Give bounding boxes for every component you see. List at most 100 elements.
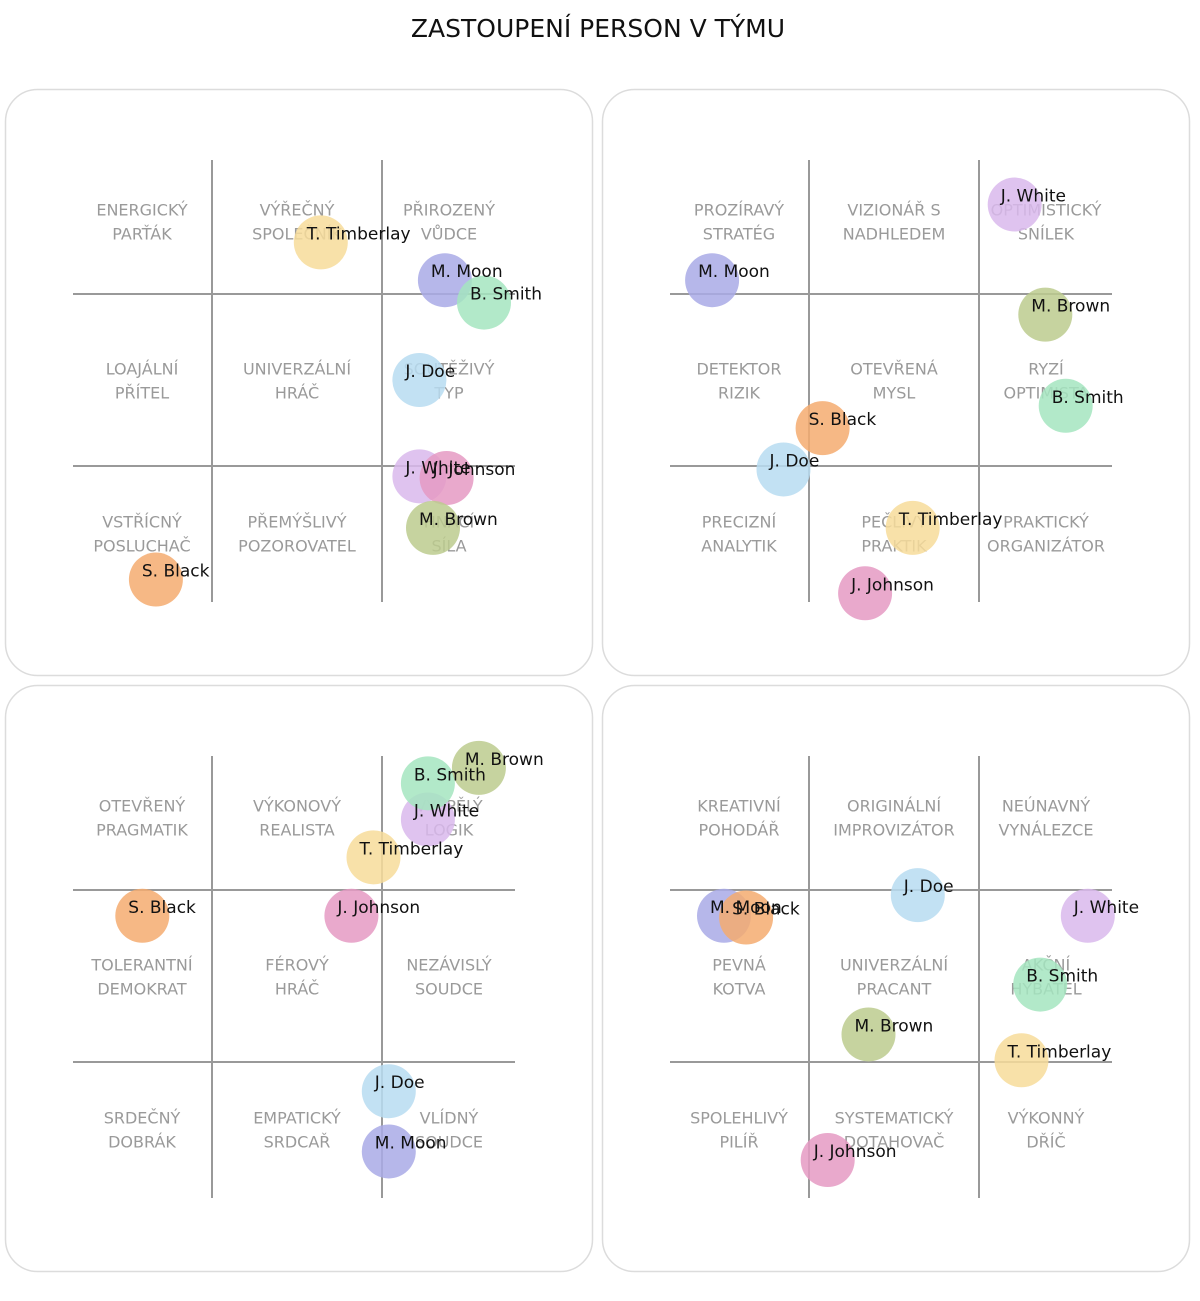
person-label: B. Smith (1026, 967, 1098, 987)
person-label: M. Brown (419, 510, 498, 530)
cell-label: PROZÍRAVÝ (694, 201, 784, 220)
cell-label: PŘIROZENÝ (403, 201, 495, 220)
person-dot (1038, 378, 1093, 433)
cell-label: PRAKTICKÝ (1003, 513, 1089, 532)
cell-label: PEVNÁ (712, 956, 766, 975)
person-dot (1060, 888, 1115, 943)
cell-label: SPOLEHLIVÝ (690, 1109, 788, 1128)
person-dot (987, 177, 1042, 232)
cell-label: HRÁČ (275, 980, 319, 999)
person-label: M. Brown (855, 1016, 934, 1036)
cell-label: ANALYTIK (701, 537, 777, 556)
title: ZASTOUPENÍ PERSON V TÝMU (411, 14, 785, 43)
person-label: M. Brown (1031, 297, 1110, 317)
person-label: T. Timberlay (359, 839, 464, 859)
person-dot (417, 253, 472, 308)
cell-label: PARŤÁK (112, 225, 172, 244)
cell-label: HRÁČ (275, 384, 319, 403)
cell-label: STRATÉG (703, 225, 775, 244)
panel: OTEVŘENÝPRAGMATIKVÝKONOVÝREALISTAVYSPĚLÝ… (4, 684, 594, 1273)
panel-frame (601, 88, 1191, 677)
cell-label: PRAGMATIK (96, 821, 188, 840)
cell-label: ORGANIZÁTOR (987, 537, 1105, 556)
person-dot (406, 500, 460, 555)
cell-label: DOTAHOVAČ (844, 1133, 945, 1152)
person-label: J. Doe (374, 1073, 425, 1093)
cell-label: POZOROVATEL (238, 537, 356, 556)
person-dot (400, 756, 455, 811)
cell-label: NEÚNAVNÝ (1002, 797, 1091, 816)
cell-label: OTEVŘENÁ (850, 360, 938, 379)
person-label: M. Moon (431, 262, 503, 282)
person-dot (890, 868, 945, 923)
cell-label: KREATIVNÍ (697, 797, 781, 816)
person-dot (756, 442, 811, 497)
person-label: B. Smith (470, 285, 542, 305)
cell-label: POHODÁŘ (699, 821, 780, 840)
person-dot (994, 1033, 1049, 1088)
cell-label: VÝŘEČNÝ (260, 201, 335, 220)
person-label: S. Black (142, 562, 210, 582)
person-dot (800, 1133, 855, 1188)
cell-label: TOLERANTNÍ (90, 956, 193, 975)
person-dot (346, 830, 401, 885)
person-label: S. Black (732, 900, 800, 920)
cell-label: DETEKTOR (696, 360, 781, 379)
person-dot (361, 1124, 416, 1179)
person-label: J. Johnson (850, 575, 934, 595)
cell-label: VLÍDNÝ (420, 1109, 479, 1128)
person-dot (361, 1064, 416, 1119)
person-label: J. Johnson (813, 1142, 897, 1162)
person-dot (1013, 957, 1068, 1012)
person-label: B. Smith (414, 765, 486, 785)
cell-label: SNÍLEK (1018, 225, 1075, 244)
panel-frame (4, 684, 594, 1273)
person-dot (1018, 287, 1073, 342)
person-label: M. Moon (698, 262, 770, 282)
person-dot (841, 1007, 896, 1062)
cell-label: VÝKONOVÝ (253, 797, 341, 816)
person-label: J. White (1000, 187, 1066, 207)
cell-label: REALISTA (259, 821, 334, 840)
cell-label: POSLUCHAČ (93, 537, 190, 556)
person-dot (293, 215, 348, 270)
cell-label: VSTŘÍCNÝ (102, 513, 182, 532)
person-dot (685, 253, 740, 308)
cell-label: VÝKONNÝ (1008, 1109, 1085, 1128)
cell-label: RIZIK (718, 384, 761, 403)
person-label: J. Johnson (432, 460, 516, 480)
person-dot (885, 500, 940, 555)
person-label: J. Johnson (336, 898, 420, 918)
cell-label: FÉROVÝ (265, 956, 329, 975)
cell-label: SRDCAŘ (264, 1133, 331, 1152)
cell-label: PRACANT (857, 980, 932, 999)
person-label: B. Smith (1052, 388, 1124, 408)
person-dot (838, 566, 893, 621)
cell-label: SRDEČNÝ (104, 1109, 181, 1128)
person-label: J. White (413, 801, 479, 821)
cell-label: SOUDCE (415, 980, 483, 999)
person-label: M. Brown (465, 750, 544, 770)
person-label: S. Black (809, 410, 877, 430)
cell-label: SYSTEMATICKÝ (835, 1109, 954, 1128)
panel-frame (4, 88, 594, 677)
cell-label: MYSL (873, 384, 916, 403)
person-dot (115, 888, 170, 943)
cell-label: LOAJÁLNÍ (106, 360, 179, 379)
person-label: J. White (404, 458, 470, 478)
cell-label: VYNÁLEZCE (999, 821, 1094, 840)
cell-label: IMPROVIZÁTOR (833, 821, 954, 840)
cell-label: VŮDCE (421, 225, 477, 244)
person-dot (419, 451, 474, 506)
cell-label: NADHLEDEM (843, 225, 946, 244)
cell-label: PILÍŘ (719, 1133, 758, 1152)
cell-label: KOTVA (713, 980, 766, 999)
cell-label: UNIVERZÁLNÍ (840, 956, 948, 975)
cell-label: EMPATICKÝ (253, 1109, 341, 1128)
person-label: M. Moon (375, 1133, 447, 1153)
panel: ENERGICKÝPARŤÁKVÝŘEČNÝSPOLEČNÍKPŘIROZENÝ… (4, 88, 594, 677)
cell-label: UNIVERZÁLNÍ (243, 360, 351, 379)
person-label: M. Moon (710, 898, 782, 918)
person-dot (719, 890, 774, 945)
